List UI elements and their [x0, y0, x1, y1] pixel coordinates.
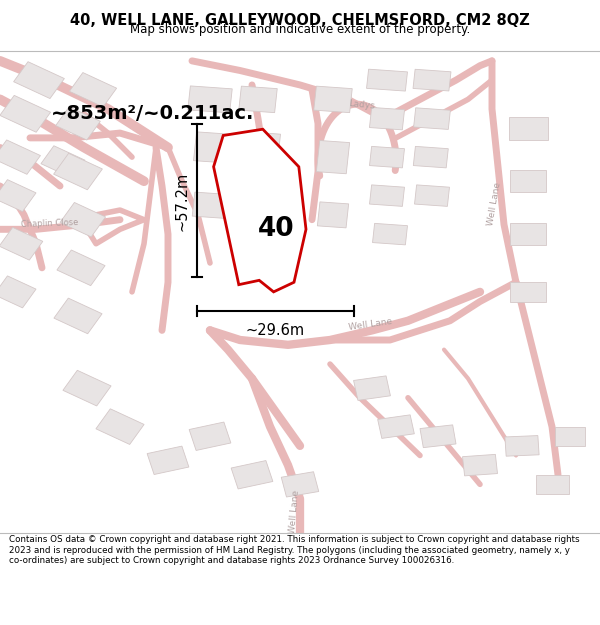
Polygon shape	[60, 202, 106, 237]
Polygon shape	[70, 72, 116, 107]
Polygon shape	[314, 86, 352, 112]
Polygon shape	[0, 276, 36, 308]
Text: Contains OS data © Crown copyright and database right 2021. This information is : Contains OS data © Crown copyright and d…	[9, 535, 580, 565]
Polygon shape	[54, 298, 102, 334]
Polygon shape	[247, 132, 281, 163]
Polygon shape	[242, 181, 274, 210]
Polygon shape	[0, 96, 50, 132]
Text: ~853m²/~0.211ac.: ~853m²/~0.211ac.	[51, 104, 254, 123]
Text: Well Lane: Well Lane	[486, 182, 503, 226]
Polygon shape	[281, 472, 319, 497]
Text: 40, WELL LANE, GALLEYWOOD, CHELMSFORD, CM2 8QZ: 40, WELL LANE, GALLEYWOOD, CHELMSFORD, C…	[70, 12, 530, 28]
Polygon shape	[373, 223, 407, 245]
Polygon shape	[56, 107, 100, 140]
Polygon shape	[53, 153, 103, 190]
Polygon shape	[41, 146, 85, 178]
Polygon shape	[377, 415, 415, 438]
Polygon shape	[509, 117, 548, 140]
Polygon shape	[214, 129, 306, 292]
Polygon shape	[536, 475, 569, 494]
Polygon shape	[231, 461, 273, 489]
Polygon shape	[316, 141, 350, 174]
Polygon shape	[353, 376, 391, 401]
Polygon shape	[510, 171, 546, 192]
Polygon shape	[0, 228, 43, 260]
Text: Well Lane: Well Lane	[348, 318, 393, 332]
Polygon shape	[0, 140, 40, 174]
Polygon shape	[147, 446, 189, 474]
Text: Map shows position and indicative extent of the property.: Map shows position and indicative extent…	[130, 23, 470, 36]
Text: Ladys: Ladys	[348, 99, 375, 111]
Polygon shape	[14, 62, 64, 99]
Polygon shape	[370, 107, 404, 130]
Polygon shape	[188, 86, 232, 113]
Polygon shape	[370, 185, 404, 206]
Polygon shape	[555, 427, 585, 446]
Polygon shape	[505, 436, 539, 456]
Polygon shape	[317, 202, 349, 228]
Polygon shape	[415, 185, 449, 206]
Polygon shape	[413, 108, 451, 129]
Polygon shape	[510, 223, 546, 245]
Polygon shape	[0, 179, 36, 212]
Polygon shape	[420, 425, 456, 448]
Polygon shape	[413, 69, 451, 91]
Text: 40: 40	[257, 216, 295, 242]
Text: Chaplin Close: Chaplin Close	[21, 218, 79, 229]
Polygon shape	[239, 86, 277, 112]
Polygon shape	[192, 192, 228, 218]
Text: ~29.6m: ~29.6m	[246, 323, 305, 338]
Polygon shape	[413, 146, 448, 168]
Polygon shape	[189, 422, 231, 451]
Polygon shape	[463, 454, 497, 476]
Polygon shape	[96, 409, 144, 444]
Polygon shape	[510, 282, 546, 302]
Text: Well Lane: Well Lane	[288, 490, 301, 534]
Text: ~57.2m: ~57.2m	[175, 171, 190, 231]
Polygon shape	[193, 132, 233, 163]
Polygon shape	[370, 146, 404, 168]
Polygon shape	[63, 370, 111, 406]
Polygon shape	[367, 69, 407, 91]
Polygon shape	[57, 250, 105, 286]
